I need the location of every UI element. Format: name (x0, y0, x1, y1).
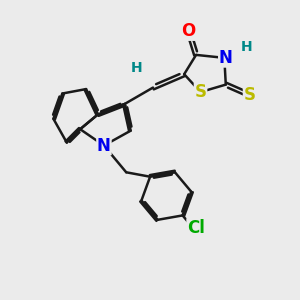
Text: N: N (97, 136, 111, 154)
Text: H: H (131, 61, 142, 75)
Text: Cl: Cl (187, 219, 205, 237)
Text: H: H (241, 40, 252, 55)
Text: N: N (219, 49, 233, 67)
Text: O: O (182, 22, 196, 40)
Text: S: S (194, 83, 206, 101)
Text: S: S (244, 86, 256, 104)
